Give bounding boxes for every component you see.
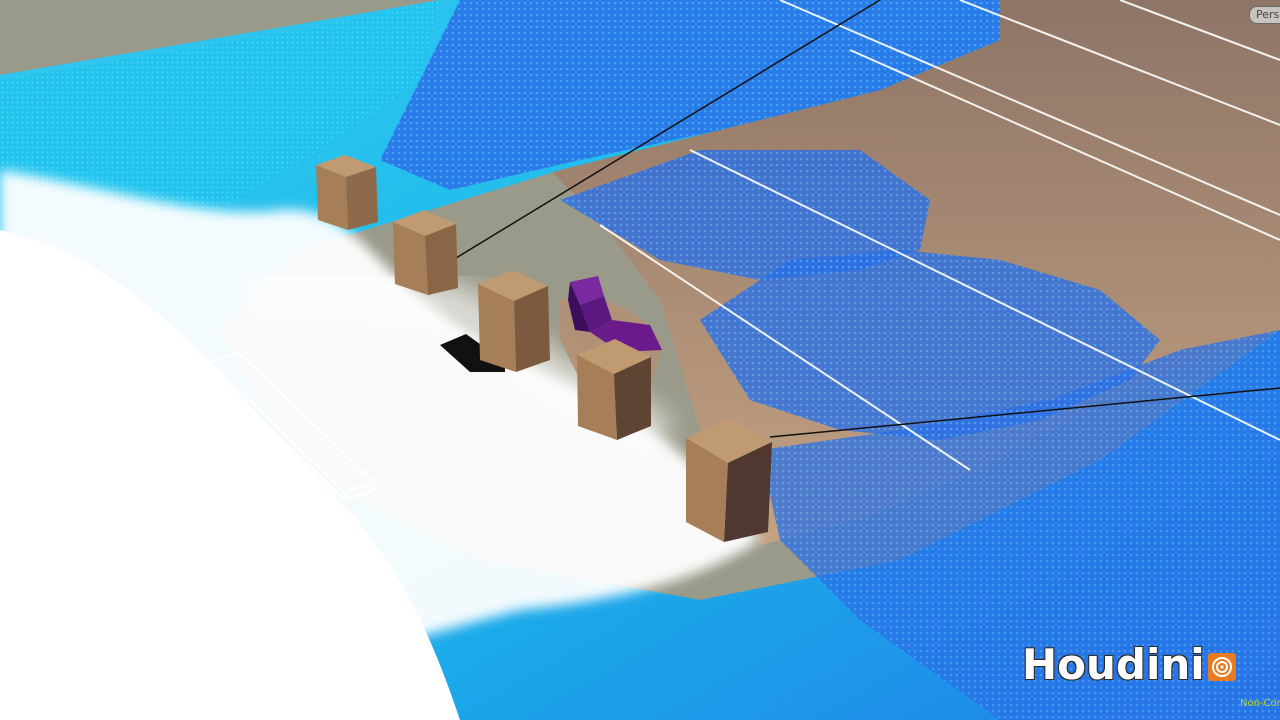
water-particles-left	[0, 0, 440, 220]
wireframe-box[interactable]	[208, 350, 376, 502]
pillar[interactable]	[577, 339, 651, 440]
pillar[interactable]	[478, 270, 550, 372]
logo-text: Houdini	[1022, 639, 1205, 689]
license-label: Non-Commercial	[1240, 698, 1280, 709]
water-ripple-2	[700, 250, 1160, 440]
pillar[interactable]	[393, 210, 458, 295]
constraint-lines	[455, 0, 1280, 438]
pillar[interactable]	[316, 155, 378, 230]
camera-menu[interactable]: Persp	[1249, 6, 1280, 24]
water-ripple-1	[560, 150, 930, 280]
water-particles-far	[380, 0, 1000, 190]
houdini-swirl-icon	[1207, 653, 1236, 681]
camera-label: Persp	[1256, 8, 1280, 21]
grid-lines	[599, 0, 1280, 471]
water-particles-near	[760, 330, 1280, 720]
pillar[interactable]	[686, 418, 772, 542]
purple-debris[interactable]	[568, 276, 662, 352]
foam-shore	[0, 230, 460, 720]
houdini-logo: Houdini	[1022, 639, 1237, 689]
